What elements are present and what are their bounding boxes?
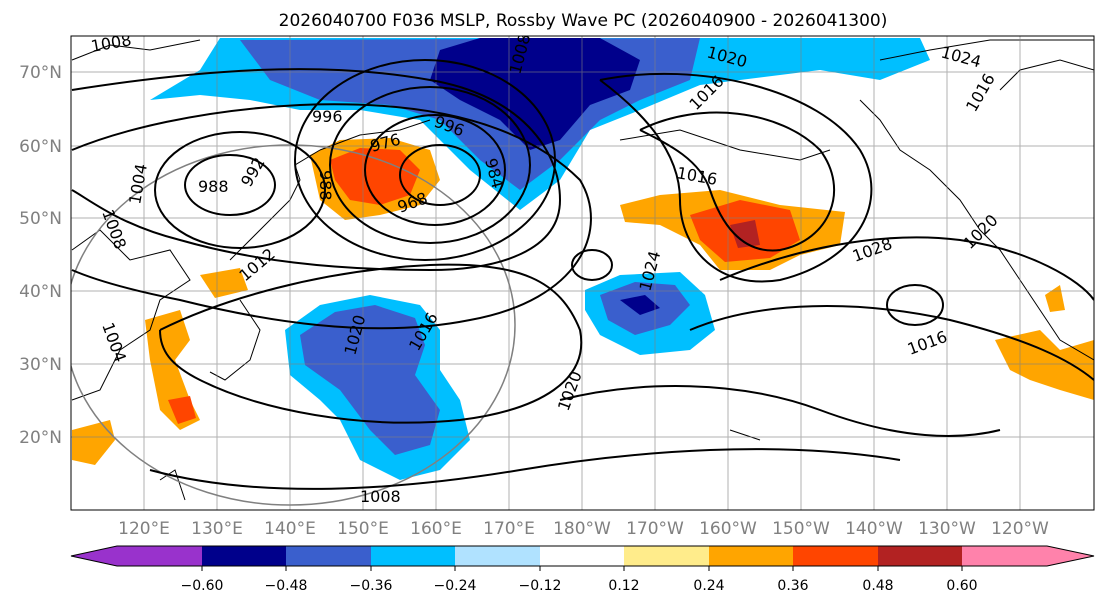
map-frame [70, 35, 1095, 511]
lon-label: 160°W [699, 519, 757, 539]
lat-label: 70°N [19, 63, 62, 83]
colorbar-tick-label: 0.48 [862, 578, 893, 594]
colorbar-bin [286, 546, 371, 566]
colorbar: −0.60 −0.48 −0.36 −0.24 −0.12 0.12 0.24 … [70, 545, 1095, 594]
lat-label: 60°N [19, 137, 62, 157]
lon-label: 180°W [553, 519, 611, 539]
shade-red-kamchatka [330, 148, 420, 205]
shade-orange-sw [72, 420, 115, 465]
colorbar-bin [455, 546, 540, 566]
lon-label: 140°E [264, 519, 316, 539]
lon-label: 120°W [991, 519, 1049, 539]
shade-midblue-japan [300, 305, 440, 455]
longitude-labels: 120°E 130°E 140°E 150°E 160°E 170°E 180°… [118, 519, 1049, 539]
shade-navy-central [620, 295, 660, 315]
colorbar-tick-label: 0.24 [693, 578, 724, 594]
contour-label: 996 [312, 107, 343, 126]
shade-darkred-central [730, 220, 760, 248]
colorbar-tick-label: −0.36 [350, 578, 393, 594]
shade-navy-north [430, 38, 640, 150]
lon-label: 140°W [845, 519, 903, 539]
colorbar-extend-high [1047, 546, 1094, 566]
lon-label: 130°W [918, 519, 976, 539]
lat-label: 20°N [19, 428, 62, 448]
colorbar-bin [540, 546, 624, 566]
shade-orange-nw [1045, 285, 1065, 312]
colorbar-bin [962, 546, 1047, 566]
figure-title: 2026040700 F036 MSLP, Rossby Wave PC (20… [279, 11, 888, 31]
colorbar-bin [117, 546, 202, 566]
colorbar-tick-label: 0.60 [946, 578, 977, 594]
colorbar-tick-label: −0.12 [519, 578, 562, 594]
lon-label: 130°E [191, 519, 243, 539]
contour-label: 1008 [360, 487, 401, 506]
mslp-isobars [71, 59, 1094, 490]
lat-label: 50°N [19, 209, 62, 229]
gridlines [71, 36, 1094, 510]
colorbar-tick-label: 0.12 [608, 578, 639, 594]
colorbar-extend-low [71, 546, 117, 566]
colorbar-tick-marks [201, 566, 963, 571]
lon-label: 150°E [337, 519, 389, 539]
colorbar-tick-label: 0.36 [777, 578, 808, 594]
lon-label: 160°E [410, 519, 462, 539]
colorbar-tick-label: −0.60 [181, 578, 224, 594]
lon-label: 120°E [118, 519, 170, 539]
colorbar-bin [793, 546, 878, 566]
colorbar-bin [624, 546, 709, 566]
lat-label: 40°N [19, 282, 62, 302]
lon-label: 170°W [626, 519, 684, 539]
shade-red-west [168, 396, 196, 424]
colorbar-bin [371, 546, 455, 566]
map-panel: 1008 1020 1024 1016 1016 996 976 988 992… [70, 35, 1095, 511]
colorbar-bin [202, 546, 286, 566]
latitude-labels: 70°N 60°N 50°N 40°N 30°N 20°N [19, 63, 62, 448]
range-circle [71, 144, 516, 506]
coastlines [71, 39, 1094, 501]
lon-label: 170°E [483, 519, 535, 539]
contour-label: 988 [316, 170, 335, 201]
colorbar-outline [70, 545, 1095, 567]
lat-label: 30°N [19, 355, 62, 375]
colorbar-tick-label: −0.24 [434, 578, 477, 594]
colorbar-bin [709, 546, 793, 566]
colorbar-bin [878, 546, 962, 566]
colorbar-tick-label: −0.48 [265, 578, 308, 594]
contour-label: 988 [198, 177, 229, 196]
lon-label: 150°W [772, 519, 830, 539]
